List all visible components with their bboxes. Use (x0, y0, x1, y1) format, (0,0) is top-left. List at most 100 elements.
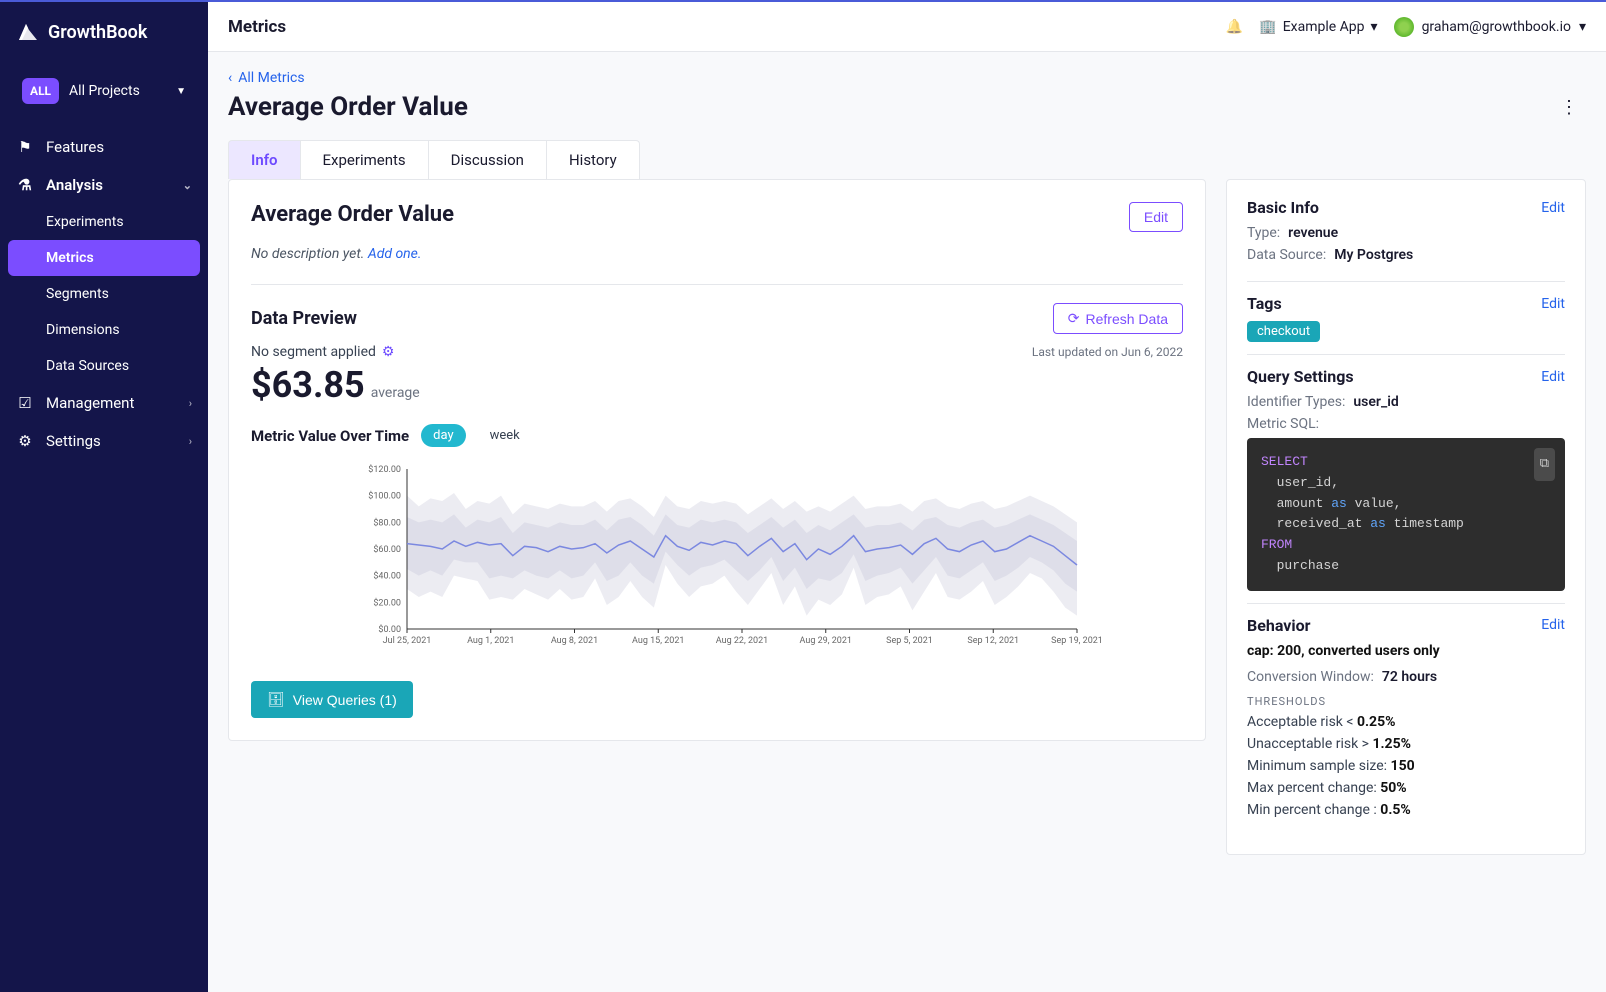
flask-icon: ⚗ (16, 176, 34, 194)
edit-basic-info[interactable]: Edit (1541, 200, 1565, 216)
tags-title: Tags (1247, 294, 1541, 313)
segment-text: No segment applied (251, 344, 376, 360)
edit-behavior[interactable]: Edit (1541, 617, 1565, 633)
granularity-day[interactable]: day (421, 424, 465, 447)
nav-settings[interactable]: ⚙ Settings › (0, 422, 208, 460)
nav-label: Metrics (46, 250, 94, 266)
svg-text:$100.00: $100.00 (368, 491, 401, 502)
chevron-left-icon: ‹ (228, 70, 232, 86)
svg-text:Sep 5, 2021: Sep 5, 2021 (886, 636, 933, 646)
gear-icon: ⚙ (16, 432, 34, 450)
building-icon: 🏢 (1259, 19, 1276, 35)
risk-value: 0.25% (1357, 714, 1396, 730)
app-switcher-label: Example App (1283, 19, 1365, 35)
add-description-link[interactable]: Add one. (368, 246, 422, 262)
topbar-title: Metrics (228, 17, 1210, 37)
edit-query[interactable]: Edit (1541, 369, 1565, 385)
sql-line: received_at (1277, 516, 1371, 531)
sql-kw: FROM (1261, 537, 1292, 552)
metric-name: Average Order Value (251, 202, 1129, 227)
tag-chip[interactable]: checkout (1247, 321, 1320, 342)
breadcrumb[interactable]: ‹ All Metrics (228, 70, 1586, 86)
svg-text:$120.00: $120.00 (368, 464, 401, 475)
behavior-title: Behavior (1247, 616, 1541, 635)
nav-label: Data Sources (46, 358, 129, 374)
granularity-week[interactable]: week (478, 424, 532, 447)
nav-metrics[interactable]: Metrics (8, 240, 200, 276)
conv-label: Conversion Window: (1247, 669, 1374, 685)
project-label: All Projects (69, 83, 166, 99)
user-email: graham@growthbook.io (1422, 19, 1571, 35)
nav-label: Experiments (46, 214, 124, 230)
svg-text:Sep 12, 2021: Sep 12, 2021 (967, 636, 1019, 646)
risk-label: Unacceptable risk > (1247, 736, 1372, 752)
edit-button[interactable]: Edit (1129, 202, 1183, 232)
datasource-label: Data Source: (1247, 247, 1326, 263)
database-icon: 🗄 (267, 691, 285, 708)
nav-analysis[interactable]: ⚗ Analysis ⌄ (0, 166, 208, 204)
maxpct-value: 50% (1380, 780, 1406, 796)
nav-datasources[interactable]: Data Sources (0, 348, 208, 384)
sql-code: ⧉ SELECT user_id, amount as value, recei… (1247, 438, 1565, 591)
thresholds-label: THRESHOLDS (1247, 695, 1565, 708)
svg-text:Aug 15, 2021: Aug 15, 2021 (632, 636, 684, 646)
tab-experiments[interactable]: Experiments (301, 140, 429, 179)
nav-experiments[interactable]: Experiments (0, 204, 208, 240)
metric-value: $63.85 (251, 364, 365, 406)
sql-line: user_id, (1277, 475, 1339, 490)
svg-text:Aug 29, 2021: Aug 29, 2021 (800, 636, 852, 646)
refresh-icon: ⟳ (1068, 310, 1080, 327)
clipboard-icon: ☑ (16, 394, 34, 412)
sample-value: 150 (1391, 758, 1415, 774)
svg-text:Jul 25, 2021: Jul 25, 2021 (383, 636, 432, 646)
sql-line: value, (1347, 496, 1402, 511)
main-card: Average Order Value Edit No description … (228, 179, 1206, 741)
nav-label: Dimensions (46, 322, 120, 338)
more-menu-icon[interactable]: ⋮ (1552, 93, 1586, 122)
tabs: Info Experiments Discussion History (228, 140, 1586, 179)
chevron-down-icon: ⌄ (183, 179, 192, 192)
description: No description yet. Add one. (251, 246, 1183, 262)
view-queries-button[interactable]: 🗄 View Queries (1) (251, 681, 413, 718)
nav-label: Settings (46, 432, 101, 450)
svg-text:Aug 1, 2021: Aug 1, 2021 (467, 636, 514, 646)
copy-icon[interactable]: ⧉ (1534, 448, 1555, 481)
content: ‹ All Metrics Average Order Value ⋮ Info… (208, 52, 1606, 992)
project-selector[interactable]: ALL All Projects ▼ (12, 70, 196, 112)
breadcrumb-label: All Metrics (238, 70, 304, 86)
nav-management[interactable]: ☑ Management › (0, 384, 208, 422)
query-settings-title: Query Settings (1247, 367, 1541, 386)
tab-history[interactable]: History (547, 140, 640, 179)
tab-discussion[interactable]: Discussion (429, 140, 547, 179)
user-menu[interactable]: graham@growthbook.io ▾ (1394, 17, 1586, 37)
chart: $120.00$100.00$80.00$60.00$40.00$20.00$0… (251, 459, 1183, 663)
segment-gear-icon[interactable]: ⚙ (382, 344, 395, 360)
risk-label: Acceptable risk < (1247, 714, 1357, 730)
edit-tags[interactable]: Edit (1541, 296, 1565, 312)
conv-value: 72 hours (1382, 669, 1437, 685)
nav-dimensions[interactable]: Dimensions (0, 312, 208, 348)
bell-icon[interactable]: 🔔 (1226, 19, 1243, 35)
logo[interactable]: GrowthBook (0, 2, 208, 62)
svg-text:Aug 8, 2021: Aug 8, 2021 (551, 636, 598, 646)
nav-features[interactable]: ⚑ Features (0, 128, 208, 166)
side-card: Basic Info Edit Type:revenue Data Source… (1226, 179, 1586, 855)
brand-name: GrowthBook (48, 22, 147, 43)
refresh-button[interactable]: ⟳ Refresh Data (1053, 303, 1183, 334)
refresh-label: Refresh Data (1086, 311, 1168, 327)
nav-segments[interactable]: Segments (0, 276, 208, 312)
svg-text:$0.00: $0.00 (378, 624, 401, 635)
svg-text:$20.00: $20.00 (373, 597, 401, 608)
topbar: Metrics 🔔 🏢 Example App ▾ graham@growthb… (208, 2, 1606, 52)
page-header: Average Order Value ⋮ (228, 92, 1586, 122)
view-queries-label: View Queries (1) (293, 692, 397, 708)
svg-text:$40.00: $40.00 (373, 571, 401, 582)
app-switcher[interactable]: 🏢 Example App ▾ (1259, 19, 1377, 35)
sql-kw: SELECT (1261, 454, 1308, 469)
tab-info[interactable]: Info (228, 140, 301, 179)
sql-line: timestamp (1386, 516, 1464, 531)
nav-label: Analysis (46, 176, 103, 194)
nav-label: Features (46, 138, 104, 156)
page-title: Average Order Value (228, 92, 1552, 122)
risk-value: 1.25% (1372, 736, 1411, 752)
